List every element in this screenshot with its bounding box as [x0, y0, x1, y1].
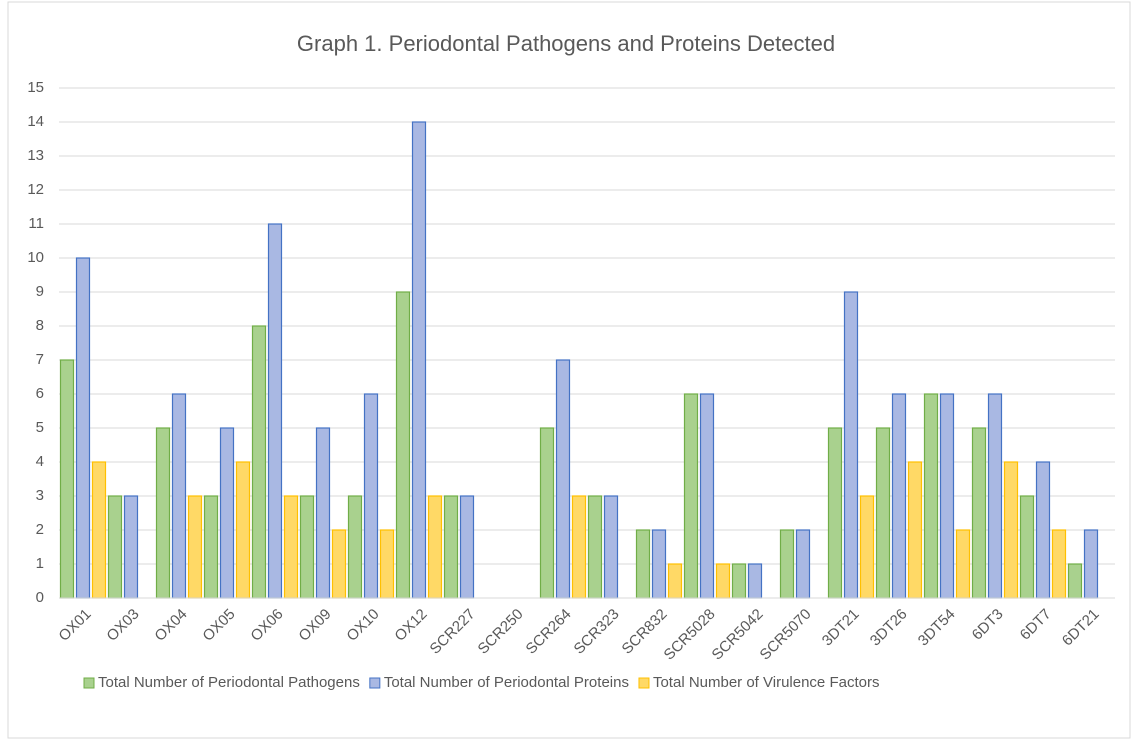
bar: [251, 325, 267, 599]
y-tick-label: 13: [27, 147, 44, 164]
bar: [587, 495, 603, 599]
bar: [107, 495, 123, 599]
bar: [315, 427, 331, 599]
y-tick-label: 6: [36, 385, 44, 402]
y-tick-label: 12: [27, 181, 44, 198]
bar: [363, 393, 379, 599]
bar: [235, 461, 251, 599]
bar: [875, 427, 891, 599]
bar: [731, 563, 747, 599]
bar: [715, 563, 731, 599]
bar: [651, 529, 667, 599]
legend-label: Total Number of Virulence Factors: [653, 674, 880, 691]
bar: [427, 495, 443, 599]
bar: [683, 393, 699, 599]
y-tick-label: 10: [27, 249, 44, 266]
bar: [603, 495, 619, 599]
y-tick-label: 9: [36, 283, 44, 300]
bar: [123, 495, 139, 599]
bar: [843, 291, 859, 599]
y-tick-label: 1: [36, 555, 44, 572]
bar: [795, 529, 811, 599]
bar: [91, 461, 107, 599]
legend-label: Total Number of Periodontal Pathogens: [98, 674, 360, 691]
bar: [219, 427, 235, 599]
y-tick-label: 2: [36, 521, 44, 538]
bar: [75, 257, 91, 599]
chart-title: Graph 1. Periodontal Pathogens and Prote…: [297, 31, 835, 56]
y-tick-label: 3: [36, 487, 44, 504]
bar: [283, 495, 299, 599]
bar: [347, 495, 363, 599]
bar: [379, 529, 395, 599]
bar: [971, 427, 987, 599]
bar: [667, 563, 683, 599]
bar: [1051, 529, 1067, 599]
y-tick-label: 15: [27, 79, 44, 96]
bar: [699, 393, 715, 599]
bar: [987, 393, 1003, 599]
bar: [395, 291, 411, 599]
bar: [923, 393, 939, 599]
bar: [331, 529, 347, 599]
bar: [1083, 529, 1099, 599]
legend-label: Total Number of Periodontal Proteins: [384, 674, 629, 691]
bar: [411, 121, 427, 599]
y-tick-label: 5: [36, 419, 44, 436]
bar: [267, 223, 283, 599]
y-tick-label: 4: [36, 453, 44, 470]
bar: [443, 495, 459, 599]
bar: [555, 359, 571, 599]
legend-swatch: [638, 677, 650, 689]
bar: [827, 427, 843, 599]
bar: [203, 495, 219, 599]
bar: [891, 393, 907, 599]
bar: [1019, 495, 1035, 599]
y-tick-label: 7: [36, 351, 44, 368]
bar: [907, 461, 923, 599]
bar: [299, 495, 315, 599]
bar: [747, 563, 763, 599]
y-tick-label: 14: [27, 113, 44, 130]
bar: [187, 495, 203, 599]
bar: [635, 529, 651, 599]
y-tick-label: 11: [28, 215, 44, 232]
y-tick-label: 8: [36, 317, 44, 334]
bar: [1067, 563, 1083, 599]
bar: [1003, 461, 1019, 599]
bar: [539, 427, 555, 599]
bar: [571, 495, 587, 599]
bar: [859, 495, 875, 599]
legend-swatch: [83, 677, 95, 689]
y-tick-label: 0: [36, 589, 44, 606]
bar: [955, 529, 971, 599]
bar: [171, 393, 187, 599]
legend-swatch: [369, 677, 381, 689]
bar: [59, 359, 75, 599]
bar: [939, 393, 955, 599]
bar: [779, 529, 795, 599]
bar: [155, 427, 171, 599]
bar: [1035, 461, 1051, 599]
bar: [459, 495, 475, 599]
